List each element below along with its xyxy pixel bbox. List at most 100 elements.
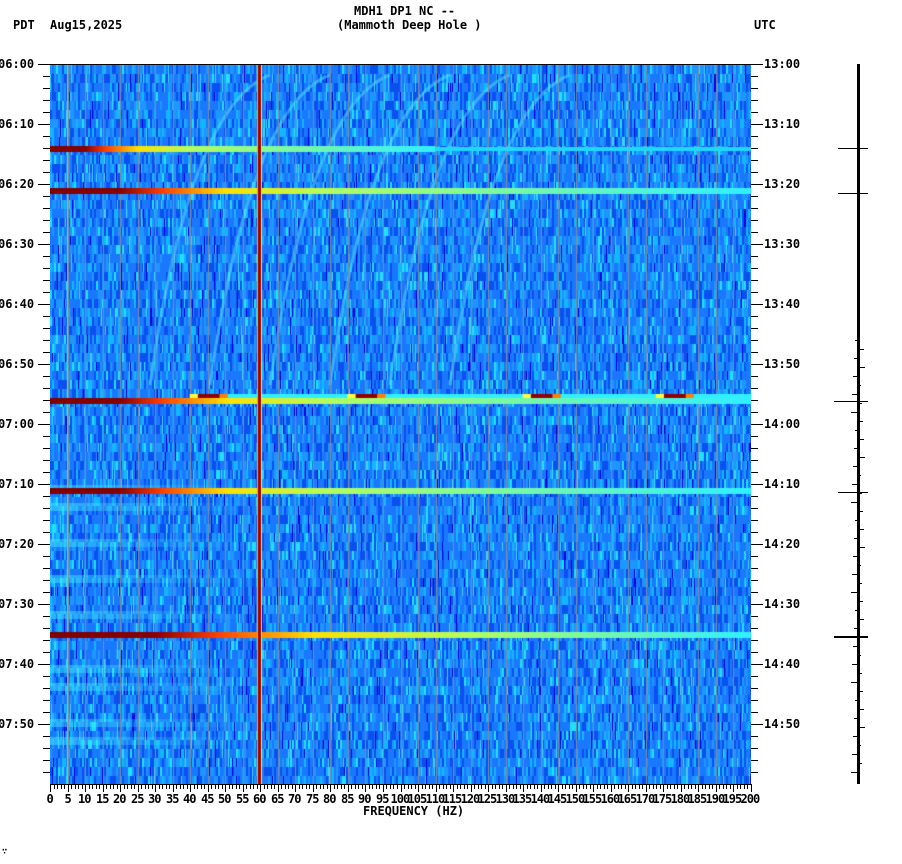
x-tick	[523, 784, 524, 792]
trace-jitter	[858, 583, 862, 584]
x-tick	[390, 784, 391, 789]
y-tick	[751, 544, 763, 545]
y-tick	[751, 724, 763, 725]
y-tick-label-left: 06:30	[0, 237, 35, 251]
x-tick	[379, 784, 380, 789]
x-tick	[386, 784, 387, 789]
x-tick	[401, 784, 402, 792]
y-tick	[751, 556, 758, 557]
y-tick	[751, 256, 758, 257]
y-tick-label-right: 13:50	[764, 357, 801, 371]
x-tick-label: 165	[617, 792, 638, 806]
y-tick	[43, 460, 50, 461]
y-tick	[751, 340, 758, 341]
y-tick	[38, 724, 50, 725]
x-tick-label: 150	[565, 792, 586, 806]
trace-jitter	[858, 763, 862, 764]
y-tick	[751, 160, 758, 161]
x-tick	[681, 784, 682, 792]
x-tick	[450, 784, 451, 789]
x-tick	[341, 784, 342, 789]
trace-jitter	[858, 745, 861, 746]
x-axis-line	[50, 784, 751, 785]
trace-jitter	[851, 772, 858, 773]
trace-jitter	[858, 367, 865, 368]
trace-jitter	[858, 619, 864, 620]
x-tick	[481, 784, 482, 789]
x-tick	[204, 784, 205, 789]
x-tick	[313, 784, 314, 792]
x-tick	[432, 784, 433, 789]
x-tick	[502, 784, 503, 789]
y-tick	[43, 160, 50, 161]
y-tick	[751, 328, 758, 329]
x-tick	[541, 784, 542, 792]
x-tick	[429, 784, 430, 789]
x-tick	[57, 784, 58, 789]
y-tick	[43, 556, 50, 557]
trace-jitter	[858, 349, 864, 350]
y-tick	[43, 220, 50, 221]
trace-spike	[834, 636, 868, 638]
x-tick-label: 20	[113, 792, 126, 806]
y-tick	[38, 604, 50, 605]
trace-jitter	[851, 682, 858, 683]
x-tick	[684, 784, 685, 789]
x-tick	[695, 784, 696, 789]
trace-jitter	[851, 412, 858, 413]
trace-jitter	[853, 556, 858, 557]
y-tick	[751, 652, 758, 653]
x-tick	[267, 784, 268, 789]
x-tick	[253, 784, 254, 789]
x-tick	[562, 784, 563, 789]
x-tick-label: 145	[547, 792, 568, 806]
y-tick	[751, 184, 763, 185]
x-tick	[103, 784, 104, 792]
x-tick	[600, 784, 601, 789]
x-tick	[618, 784, 619, 789]
x-tick	[295, 784, 296, 792]
y-tick-label-right: 13:00	[764, 57, 801, 71]
x-tick	[544, 784, 545, 789]
y-tick-label-left: 06:10	[0, 117, 35, 131]
y-tick	[43, 340, 50, 341]
y-tick	[43, 772, 50, 773]
trace-jitter	[851, 592, 858, 593]
y-tick	[751, 388, 758, 389]
x-tick-label: 155	[582, 792, 603, 806]
y-tick	[43, 76, 50, 77]
y-tick	[38, 484, 50, 485]
x-tick	[306, 784, 307, 789]
x-tick-label: 80	[323, 792, 336, 806]
y-tick	[43, 676, 50, 677]
x-tick	[653, 784, 654, 789]
trace-jitter	[854, 538, 858, 539]
x-tick-label: 10	[78, 792, 91, 806]
y-tick	[43, 436, 50, 437]
x-tick-label: 40	[183, 792, 196, 806]
x-tick	[730, 784, 731, 789]
x-tick	[670, 784, 671, 789]
y-tick	[751, 736, 758, 737]
x-tick	[106, 784, 107, 789]
y-tick	[38, 184, 50, 185]
x-tick	[225, 784, 226, 792]
y-tick	[43, 388, 50, 389]
x-tick	[436, 784, 437, 792]
x-tick-label: 5	[64, 792, 72, 806]
x-tick	[709, 784, 710, 789]
x-tick	[705, 784, 706, 789]
x-tick	[569, 784, 570, 789]
trace-jitter	[858, 511, 863, 512]
x-tick	[443, 784, 444, 789]
x-tick	[439, 784, 440, 789]
trace-jitter	[858, 655, 861, 656]
y-tick	[43, 520, 50, 521]
x-tick	[78, 784, 79, 789]
x-tick	[96, 784, 97, 789]
x-tick	[117, 784, 118, 789]
y-tick	[38, 364, 50, 365]
y-tick	[43, 232, 50, 233]
x-tick	[457, 784, 458, 789]
trace-jitter	[858, 547, 865, 548]
